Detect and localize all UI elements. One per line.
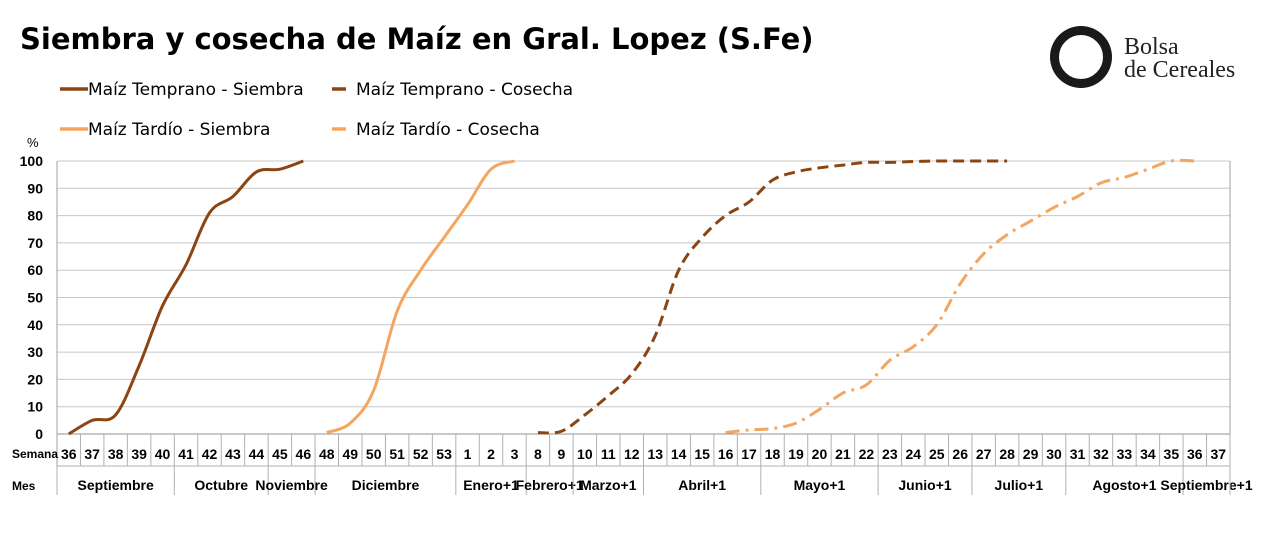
y-tick-label: 100 (20, 153, 44, 169)
week-tick-label: 48 (319, 446, 335, 462)
month-label: Abril+1 (678, 477, 726, 493)
seal-icon (1050, 26, 1112, 88)
week-tick-label: 42 (202, 446, 218, 462)
week-tick-label: 8 (534, 446, 542, 462)
week-tick-label: 13 (647, 446, 663, 462)
week-tick-label: 24 (906, 446, 922, 462)
week-tick-label: 38 (108, 446, 124, 462)
week-tick-label: 35 (1164, 446, 1180, 462)
week-tick-label: 33 (1117, 446, 1133, 462)
month-label: Julio+1 (995, 477, 1044, 493)
chart-title: Siembra y cosecha de Maíz en Gral. Lopez… (20, 22, 814, 56)
week-tick-label: 39 (131, 446, 147, 462)
week-tick-label: 26 (952, 446, 968, 462)
y-axis-label: % (27, 135, 39, 150)
legend-label-late-harvest: Maíz Tardío - Cosecha (356, 120, 540, 140)
y-tick-label: 80 (27, 208, 43, 224)
y-tick-label: 0 (35, 426, 43, 442)
week-tick-label: 12 (624, 446, 640, 462)
week-tick-label: 25 (929, 446, 945, 462)
week-tick-label: 22 (859, 446, 875, 462)
week-tick-label: 15 (694, 446, 710, 462)
week-tick-label: 46 (296, 446, 312, 462)
y-tick-label: 50 (27, 290, 43, 306)
week-tick-label: 36 (61, 446, 77, 462)
week-tick-label: 14 (671, 446, 687, 462)
month-label: Mayo+1 (794, 477, 846, 493)
logo-line2: de Cereales (1124, 57, 1236, 83)
month-label: Octubre (194, 477, 248, 493)
y-tick-label: 60 (27, 262, 43, 278)
week-tick-label: 36 (1187, 446, 1203, 462)
y-tick-label: 90 (27, 180, 43, 196)
legend-swatch-early-harvest (332, 87, 346, 91)
month-row-label: Mes (12, 479, 36, 493)
month-label: Septiembre (78, 477, 154, 493)
legend-label-early-harvest: Maíz Temprano - Cosecha (356, 80, 574, 100)
week-tick-label: 37 (1210, 446, 1226, 462)
week-tick-label: 1 (464, 446, 472, 462)
week-tick-label: 45 (272, 446, 288, 462)
legend-swatch-early-sowing (60, 87, 88, 91)
week-tick-label: 21 (835, 446, 851, 462)
month-label: Diciembre (352, 477, 420, 493)
y-tick-label: 30 (27, 344, 43, 360)
week-tick-label: 2 (487, 446, 495, 462)
week-tick-label: 3 (511, 446, 519, 462)
week-tick-label: 29 (1023, 446, 1039, 462)
week-tick-label: 37 (84, 446, 100, 462)
month-label: Marzo+1 (580, 477, 637, 493)
legend-swatch-late-sowing (60, 127, 88, 131)
y-tick-label: 20 (27, 371, 43, 387)
week-tick-label: 19 (788, 446, 804, 462)
week-tick-label: 44 (249, 446, 265, 462)
week-row-label: Semana (12, 447, 58, 461)
week-tick-label: 23 (882, 446, 898, 462)
week-tick-label: 32 (1093, 446, 1109, 462)
logo-line1: Bolsa (1124, 34, 1179, 60)
y-tick-label: 10 (27, 399, 43, 415)
week-tick-label: 41 (178, 446, 194, 462)
month-label: Septiembre+1 (1160, 477, 1252, 493)
week-tick-label: 16 (718, 446, 734, 462)
month-label: Febrero+1 (516, 477, 584, 493)
week-tick-label: 53 (436, 446, 452, 462)
month-label: Enero+1 (463, 477, 519, 493)
week-tick-label: 50 (366, 446, 382, 462)
week-tick-label: 40 (155, 446, 171, 462)
week-tick-label: 49 (342, 446, 358, 462)
week-tick-label: 10 (577, 446, 593, 462)
month-label: Noviembre (255, 477, 328, 493)
week-tick-label: 20 (812, 446, 828, 462)
week-tick-label: 9 (557, 446, 565, 462)
late-sowing-line (326, 159, 515, 435)
legend-swatch-late-harvest (332, 127, 346, 131)
late-harvest-line (725, 158, 1195, 435)
month-label: Agosto+1 (1092, 477, 1156, 493)
y-tick-label: 40 (27, 317, 43, 333)
week-tick-label: 51 (389, 446, 405, 462)
week-tick-label: 11 (601, 446, 616, 462)
week-tick-label: 31 (1070, 446, 1086, 462)
month-label: Junio+1 (898, 477, 952, 493)
legend-label-early-sowing: Maíz Temprano - Siembra (88, 80, 304, 100)
week-tick-label: 52 (413, 446, 429, 462)
week-tick-label: 30 (1046, 446, 1062, 462)
week-tick-label: 17 (741, 446, 757, 462)
week-tick-label: 28 (999, 446, 1015, 462)
bolsa-de-cereales-logo: Bolsa de Cereales (1050, 26, 1265, 94)
week-tick-label: 43 (225, 446, 241, 462)
week-tick-label: 34 (1140, 446, 1156, 462)
legend-label-late-sowing: Maíz Tardío - Siembra (88, 120, 271, 140)
week-tick-label: 27 (976, 446, 992, 462)
early-sowing-line (67, 159, 304, 436)
early-harvest-line (537, 159, 1008, 435)
week-tick-label: 18 (765, 446, 781, 462)
y-tick-label: 70 (27, 235, 43, 251)
